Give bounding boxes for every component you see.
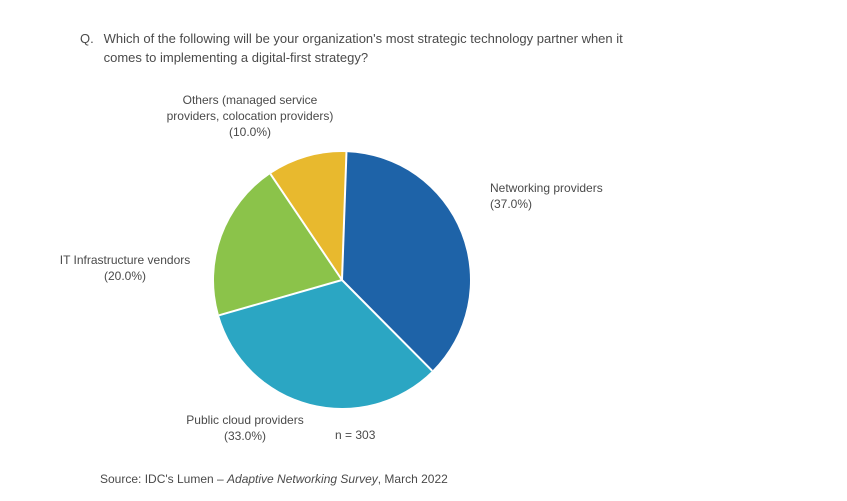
slice-label-others: Others (managed service providers, coloc… [160, 92, 340, 141]
pie-chart: Networking providers (37.0%) Public clou… [0, 0, 847, 501]
pie-svg [0, 0, 847, 501]
sample-size: n = 303 [335, 428, 375, 442]
slice-pct-text: (10.0%) [160, 124, 340, 140]
slice-label-networking: Networking providers (37.0%) [490, 180, 650, 212]
slice-pct-text: (20.0%) [50, 268, 200, 284]
slice-label-public-cloud: Public cloud providers (33.0%) [170, 412, 320, 444]
slice-label-text: Networking providers [490, 181, 603, 195]
source-line: Source: IDC's Lumen – Adaptive Networkin… [100, 472, 448, 486]
page-root: Q. Which of the following will be your o… [0, 0, 847, 501]
source-prefix: Source: IDC's Lumen – [100, 472, 227, 486]
slice-label-text: Public cloud providers [186, 413, 303, 427]
slice-label-it-infra: IT Infrastructure vendors (20.0%) [50, 252, 200, 284]
slice-pct-text: (33.0%) [170, 428, 320, 444]
slice-label-text: Others (managed service providers, coloc… [167, 93, 334, 123]
slice-pct-text: (37.0%) [490, 196, 650, 212]
source-suffix: , March 2022 [378, 472, 448, 486]
slice-label-text: IT Infrastructure vendors [60, 253, 191, 267]
source-italic: Adaptive Networking Survey [227, 472, 378, 486]
